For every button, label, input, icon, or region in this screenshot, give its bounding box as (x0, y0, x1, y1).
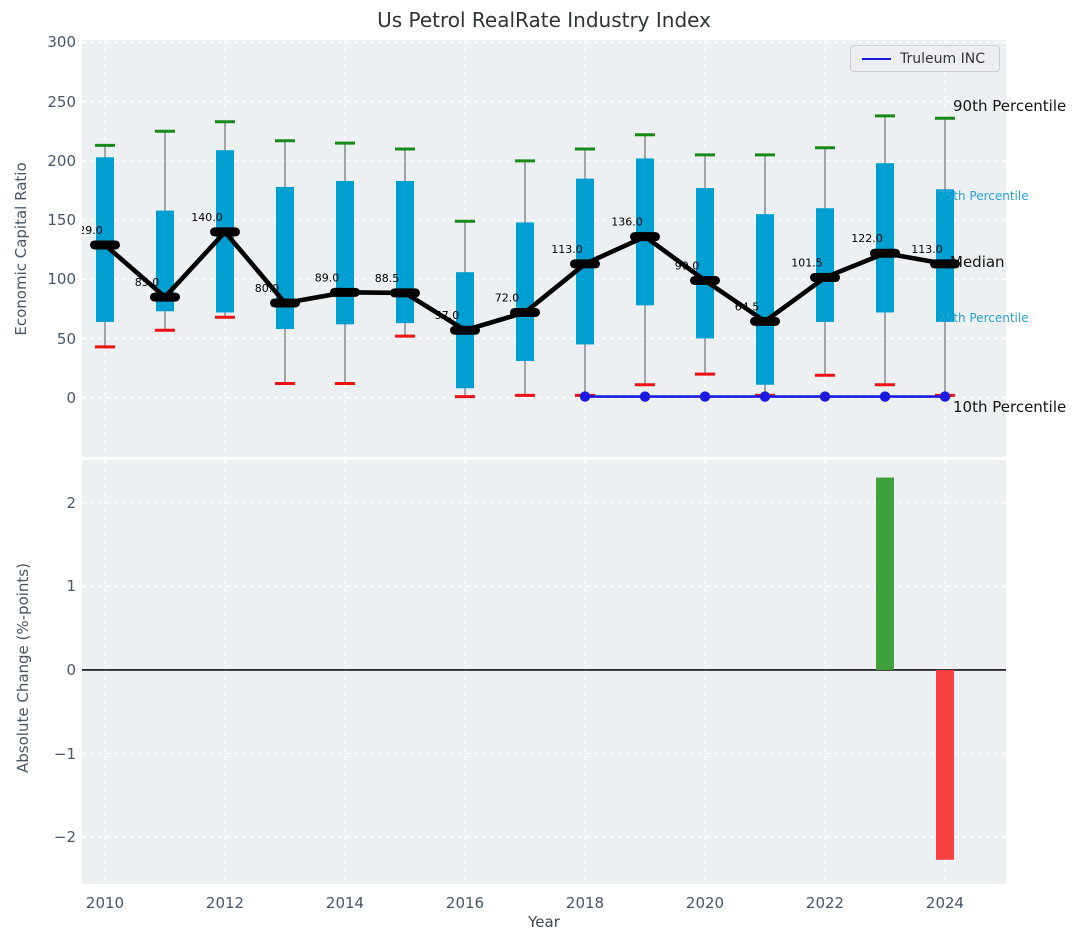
y-tick-label: 2 (66, 493, 76, 512)
median-value-label: 113.0 (911, 243, 943, 256)
y-tick-label: 250 (47, 92, 76, 111)
median-marker (930, 259, 960, 269)
change-bar-2024 (936, 669, 954, 860)
box-group-2010 (95, 143, 115, 349)
y-tick-label: 100 (47, 270, 76, 289)
median-value-label: 57.0 (435, 309, 460, 322)
x-tick-label: 2024 (925, 894, 965, 912)
change-bar-2023 (876, 477, 894, 670)
box-group-2019 (635, 133, 655, 387)
iqr-box (756, 214, 774, 385)
x-axis-label: Year (528, 913, 560, 931)
median-marker (630, 232, 660, 242)
x-tick-label: 2018 (565, 894, 605, 912)
median-value-label: 101.5 (791, 257, 823, 270)
annotation-25th-percentile: 25th Percentile (938, 311, 1029, 325)
box-group-2022 (815, 146, 835, 377)
boxplot-svg: 129.0 85.0 140.0 80.0 89.0 88.5 57.0 72.0 113.0 1… (82, 40, 1006, 457)
median-marker (270, 298, 300, 308)
iqr-box (816, 208, 834, 322)
y-tick-label: 150 (47, 211, 76, 230)
truleum-marker (819, 391, 831, 402)
truleum-marker (759, 391, 771, 402)
median-value-label: 136.0 (611, 216, 643, 229)
iqr-box (636, 158, 654, 306)
median-marker (810, 273, 840, 283)
median-value-label: 80.0 (255, 282, 280, 295)
truleum-marker (939, 391, 951, 402)
iqr-box (336, 180, 354, 325)
truleum-marker (579, 391, 591, 402)
absolute-change-chart-panel (82, 460, 1006, 884)
annotation-90th-percentile: 90th Percentile (953, 97, 1067, 115)
iqr-box (936, 189, 954, 322)
truleum-marker (699, 391, 711, 402)
x-tick-label: 2022 (805, 894, 845, 912)
iqr-box (696, 188, 714, 339)
median-marker (870, 248, 900, 258)
industry-index-chart-panel: 129.0 85.0 140.0 80.0 89.0 88.5 57.0 72.0 113.0 1… (82, 40, 1006, 457)
y-tick-label: 0 (66, 660, 76, 679)
median-marker (210, 227, 240, 237)
median-series: 129.0 85.0 140.0 80.0 89.0 88.5 57.0 72.0 113.0 1… (82, 211, 960, 335)
median-value-label: 72.0 (495, 291, 520, 304)
iqr-box (516, 222, 534, 362)
y-tick-label: 300 (47, 33, 76, 52)
iqr-box (96, 157, 114, 322)
x-tick-label: 2012 (205, 894, 245, 912)
iqr-box (876, 163, 894, 313)
y-tick-label: 50 (56, 329, 76, 348)
truleum-marker (639, 391, 651, 402)
box-group-2015 (395, 147, 415, 338)
y-tick-label: −1 (53, 744, 76, 763)
gridlines (82, 460, 1006, 884)
iqr-box (156, 210, 174, 312)
box-group-2014 (335, 141, 355, 386)
x-tick-label: 2014 (325, 894, 365, 912)
median-value-label: 122.0 (851, 232, 883, 245)
median-marker (150, 292, 180, 302)
median-value-label: 88.5 (375, 272, 400, 285)
box-group-2017 (515, 159, 535, 397)
bar-chart-svg (82, 460, 1006, 884)
median-value-label: 85.0 (135, 276, 160, 289)
x-tick-label: 2010 (85, 894, 125, 912)
median-marker (510, 307, 540, 317)
chart-title: Us Petrol RealRate Industry Index (377, 8, 711, 32)
legend-label: Truleum INC (900, 50, 985, 67)
median-marker (750, 316, 780, 326)
x-tick-label: 2020 (685, 894, 725, 912)
y-tick-label: 1 (66, 577, 76, 596)
median-marker (570, 259, 600, 269)
iqr-box (396, 180, 414, 324)
median-value-label: 140.0 (191, 211, 223, 224)
annotation-75th-percentile: 75th Percentile (938, 189, 1029, 203)
y-tick-label: 200 (47, 151, 76, 170)
legend: Truleum INC (850, 45, 1000, 72)
legend-line-icon (862, 57, 891, 60)
median-value-label: 64.5 (735, 300, 760, 313)
median-marker (690, 275, 720, 285)
box-group-2013 (275, 139, 295, 386)
truleum-series (579, 391, 951, 402)
y-tick-label: 0 (66, 388, 76, 407)
median-value-label: 129.0 (82, 224, 103, 237)
median-value-label: 113.0 (551, 243, 583, 256)
median-marker (390, 288, 420, 298)
annotation-median: Median (950, 253, 1005, 271)
median-value-label: 89.0 (315, 271, 340, 284)
box-group-2020 (695, 153, 715, 376)
median-marker (330, 287, 360, 297)
median-value-label: 99.0 (675, 259, 700, 272)
iqr-box (276, 186, 294, 330)
x-tick-label: 2016 (445, 894, 485, 912)
median-marker (450, 325, 480, 335)
truleum-marker (879, 391, 891, 402)
median-marker (90, 240, 120, 250)
annotation-10th-percentile: 10th Percentile (953, 398, 1067, 416)
y-tick-label: −2 (53, 828, 76, 847)
box-group-2021 (755, 153, 775, 397)
y-axis-label-top: Economic Capital Ratio (12, 162, 30, 336)
